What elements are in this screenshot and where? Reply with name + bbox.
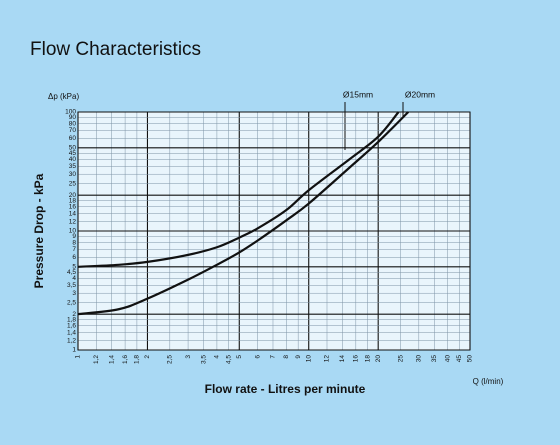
y-tick-label: 3,5 — [67, 282, 76, 289]
y-tick-label: 1,4 — [67, 329, 76, 336]
curve — [77, 111, 410, 316]
x-tick-label: 4,5 — [225, 355, 232, 364]
y-tick-label: 1,6 — [67, 322, 76, 329]
x-tick-label: 2,5 — [167, 355, 174, 364]
x-unit: Q (l/min) — [473, 377, 504, 386]
chart-title: Flow Characteristics — [30, 39, 201, 60]
curve — [77, 111, 400, 268]
x-tick-label: 1,8 — [134, 355, 141, 364]
x-tick-label: 30 — [416, 355, 423, 363]
y-tick-label: 30 — [69, 171, 77, 178]
x-tick-label: 5 — [236, 355, 243, 359]
x-tick-label: 1,4 — [108, 355, 115, 364]
x-tick-label: 12 — [324, 355, 331, 363]
y-tick-label: 80 — [69, 120, 77, 127]
x-tick-label: 4 — [214, 355, 221, 359]
x-tick-label: 14 — [339, 355, 346, 363]
y-tick-label: 60 — [69, 135, 77, 142]
x-tick-label: 40 — [444, 355, 451, 363]
x-tick-label: 3,5 — [200, 355, 207, 364]
x-tick-label: 45 — [456, 355, 463, 363]
series-label: Ø20mm — [405, 89, 435, 99]
y-tick-label: 25 — [69, 180, 77, 187]
x-tick-label: 50 — [467, 355, 474, 363]
y-tick-label: 50 — [69, 145, 77, 152]
y-tick-label: 4 — [72, 275, 76, 282]
x-tick-label: 1,2 — [93, 355, 100, 364]
y-tick-label: 100 — [65, 109, 76, 116]
y-tick-label: 12 — [69, 218, 77, 225]
x-tick-label: 35 — [431, 355, 438, 363]
series-label: Ø15mm — [343, 89, 373, 99]
y-tick-label: 2 — [72, 311, 76, 318]
x-tick-label: 8 — [283, 355, 290, 359]
y-tick-label: 40 — [69, 156, 77, 163]
y-unit: Δp (kPa) — [48, 92, 79, 101]
y-tick-label: 90 — [69, 114, 77, 121]
plot-border — [77, 111, 471, 351]
x-tick-label: 3 — [185, 355, 192, 359]
y-tick-label: 2,5 — [67, 299, 76, 306]
x-tick-label: 18 — [364, 355, 371, 363]
y-tick-label: 1 — [72, 347, 76, 354]
y-tick-label: 35 — [69, 163, 77, 170]
y-tick-label: 18 — [69, 197, 77, 204]
y-tick-label: 10 — [69, 228, 77, 235]
y-tick-label: 1,2 — [67, 337, 76, 344]
y-tick-label: 9 — [72, 233, 76, 240]
x-tick-label: 10 — [305, 355, 312, 363]
y-tick-label: 5 — [72, 264, 76, 271]
y-tick-label: 3 — [72, 290, 76, 297]
y-tick-label: 45 — [69, 150, 77, 157]
x-axis-label: Flow rate - Litres per minute — [205, 382, 366, 396]
y-tick-label: 1,8 — [67, 316, 76, 323]
x-tick-label: 16 — [353, 355, 360, 363]
x-tick-label: 9 — [295, 355, 302, 359]
y-tick-label: 70 — [69, 127, 77, 134]
x-tick-label: 25 — [397, 355, 404, 363]
y-tick-label: 7 — [72, 246, 76, 253]
x-tick-label: 7 — [270, 355, 277, 359]
x-tick-label: 1 — [75, 355, 82, 359]
y-axis-label: Pressure Drop - kPa — [32, 173, 46, 288]
x-tick-label: 6 — [254, 355, 261, 359]
x-tick-label: 2 — [144, 355, 151, 359]
x-tick-label: 20 — [375, 355, 382, 363]
y-tick-label: 8 — [72, 239, 76, 246]
y-tick-label: 14 — [69, 210, 77, 217]
y-tick-label: 20 — [69, 192, 77, 199]
y-tick-label: 16 — [69, 203, 77, 210]
x-tick-label: 1,6 — [122, 355, 129, 364]
y-tick-label: 6 — [72, 254, 76, 261]
y-tick-label: 4,5 — [67, 269, 76, 276]
